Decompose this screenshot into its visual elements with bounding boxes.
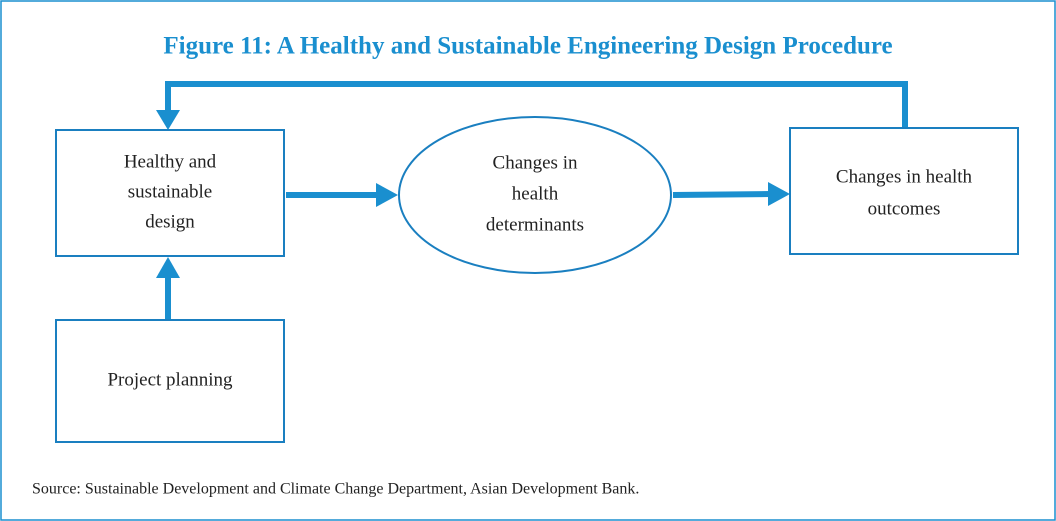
node-ellipse [398, 116, 672, 274]
node-label: health [512, 183, 559, 204]
arrow [672, 191, 771, 198]
node-box [55, 129, 285, 257]
node-label: determinants [486, 214, 584, 235]
feedback-arrow [165, 81, 908, 128]
arrow-head [768, 182, 790, 206]
node-label: outcomes [868, 198, 941, 219]
node-box [55, 319, 285, 443]
title: Figure 11: A Healthy and Sustainable Eng… [163, 33, 892, 60]
node-label: Changes in health [836, 166, 973, 187]
node-label: Changes in [493, 152, 578, 173]
arrow-head [376, 183, 398, 207]
node-label: sustainable [128, 181, 212, 202]
node-label: design [145, 211, 195, 232]
arrow-head [156, 257, 180, 278]
node-label: Healthy and [124, 151, 217, 172]
node-box [789, 127, 1019, 255]
node-label: Project planning [107, 369, 233, 390]
source: Source: Sustainable Development and Clim… [32, 481, 639, 498]
arrow-head [156, 110, 180, 130]
